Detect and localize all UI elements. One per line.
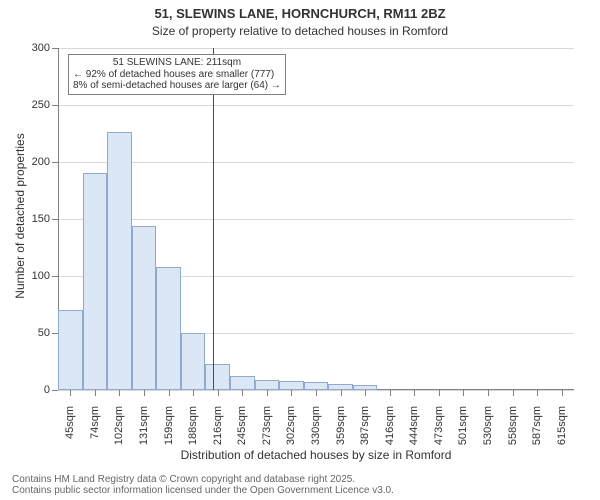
x-tick-label: 216sqm <box>212 406 224 458</box>
chart-subtitle: Size of property relative to detached ho… <box>0 24 600 38</box>
annotation-larger: 8% of semi-detached houses are larger (6… <box>73 80 281 92</box>
x-tick-label: 45sqm <box>64 406 76 458</box>
footer-credits: Contains HM Land Registry data © Crown c… <box>12 474 394 496</box>
y-tick-label: 0 <box>10 384 50 396</box>
x-tick-label: 501sqm <box>457 406 469 458</box>
x-tick-label: 330sqm <box>310 406 322 458</box>
x-tick <box>463 390 464 396</box>
x-tick-label: 444sqm <box>408 406 420 458</box>
x-tick <box>144 390 145 396</box>
gridline <box>58 105 574 106</box>
x-tick-label: 359sqm <box>335 406 347 458</box>
x-tick-label: 473sqm <box>433 406 445 458</box>
y-tick-label: 50 <box>10 327 50 339</box>
x-tick <box>193 390 194 396</box>
x-tick <box>537 390 538 396</box>
histogram-bar <box>107 132 132 390</box>
footer-line-1: Contains HM Land Registry data © Crown c… <box>12 474 355 485</box>
x-tick <box>95 390 96 396</box>
x-tick-label: 273sqm <box>261 406 273 458</box>
x-tick <box>218 390 219 396</box>
plot-area: 51 SLEWINS LANE: 211sqm← 92% of detached… <box>58 48 574 390</box>
histogram-bar <box>181 333 206 390</box>
y-tick-label: 200 <box>10 156 50 168</box>
x-tick <box>70 390 71 396</box>
x-tick-label: 416sqm <box>384 406 396 458</box>
gridline <box>58 48 574 49</box>
x-tick <box>562 390 563 396</box>
y-tick-label: 100 <box>10 270 50 282</box>
x-tick-label: 387sqm <box>359 406 371 458</box>
x-tick-label: 159sqm <box>163 406 175 458</box>
x-tick-label: 188sqm <box>187 406 199 458</box>
x-tick <box>316 390 317 396</box>
x-tick <box>291 390 292 396</box>
histogram-bar <box>230 376 255 390</box>
x-tick <box>119 390 120 396</box>
y-tick-label: 250 <box>10 99 50 111</box>
x-tick-label: 131sqm <box>138 406 150 458</box>
x-tick-label: 530sqm <box>482 406 494 458</box>
x-tick <box>439 390 440 396</box>
x-tick-label: 102sqm <box>113 406 125 458</box>
x-tick-label: 245sqm <box>236 406 248 458</box>
histogram-bar <box>132 226 157 390</box>
annotation-main: 51 SLEWINS LANE: 211sqm <box>73 57 281 69</box>
histogram-chart: 51, SLEWINS LANE, HORNCHURCH, RM11 2BZ S… <box>0 0 600 500</box>
histogram-bar <box>83 173 108 390</box>
annotation-smaller: ← 92% of detached houses are smaller (77… <box>73 69 281 81</box>
x-tick-label: 615sqm <box>556 406 568 458</box>
annotation-box: 51 SLEWINS LANE: 211sqm← 92% of detached… <box>68 54 286 95</box>
histogram-bar <box>156 267 181 390</box>
x-tick <box>365 390 366 396</box>
x-tick-label: 74sqm <box>89 406 101 458</box>
x-tick-label: 587sqm <box>531 406 543 458</box>
chart-title: 51, SLEWINS LANE, HORNCHURCH, RM11 2BZ <box>0 6 600 21</box>
histogram-bar <box>255 380 280 390</box>
reference-line <box>213 48 214 390</box>
x-tick <box>390 390 391 396</box>
x-tick <box>414 390 415 396</box>
x-tick-label: 302sqm <box>285 406 297 458</box>
x-tick <box>341 390 342 396</box>
y-tick-label: 150 <box>10 213 50 225</box>
footer-line-2: Contains public sector information licen… <box>12 485 394 496</box>
x-tick <box>267 390 268 396</box>
gridline <box>58 162 574 163</box>
histogram-bar <box>58 310 83 390</box>
x-tick <box>169 390 170 396</box>
x-tick-label: 558sqm <box>507 406 519 458</box>
x-tick <box>488 390 489 396</box>
gridline <box>58 219 574 220</box>
y-tick-label: 300 <box>10 42 50 54</box>
y-tick <box>52 390 58 391</box>
histogram-bar <box>205 364 230 390</box>
x-tick <box>513 390 514 396</box>
histogram-bar <box>279 381 304 390</box>
x-tick <box>242 390 243 396</box>
histogram-bar <box>304 382 329 390</box>
